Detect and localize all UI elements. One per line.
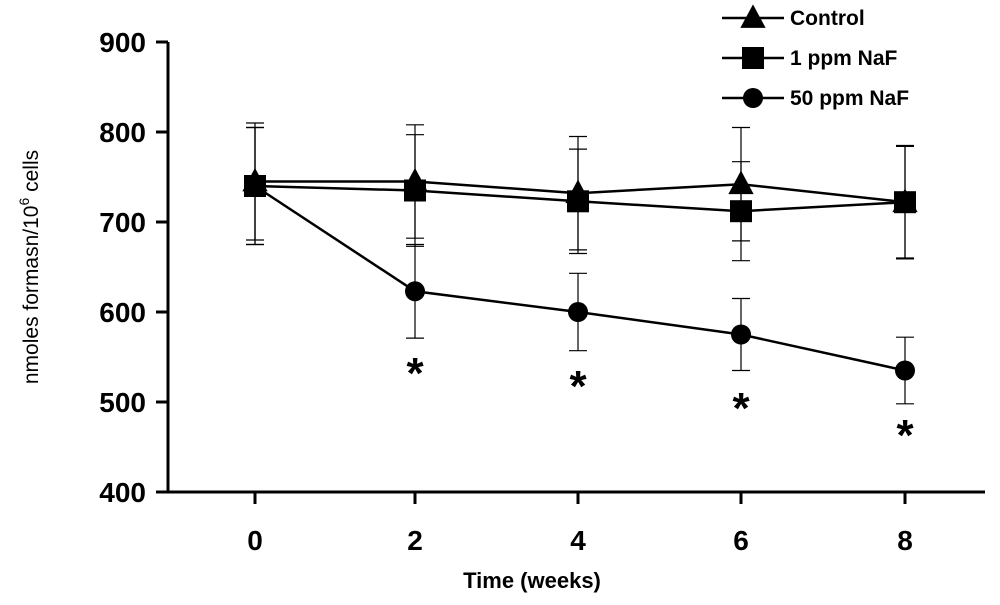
data-point-50-ppm-naf <box>731 324 751 345</box>
x-tick-label: 2 <box>407 525 423 556</box>
y-axis-title-suffix: cells <box>20 150 43 198</box>
legend-marker-50-ppm-naf <box>743 88 763 108</box>
y-axis-title: nmoles formasn/106 cells <box>16 150 43 384</box>
data-point-50-ppm-naf <box>405 281 425 302</box>
y-tick-label: 900 <box>99 27 146 58</box>
data-point-50-ppm-naf <box>568 302 588 322</box>
data-point-50-ppm-naf <box>245 176 265 196</box>
significance-asterisk: * <box>896 411 914 460</box>
x-tick-label: 0 <box>247 525 263 556</box>
data-point-1-ppm-naf <box>894 191 916 214</box>
data-point-1-ppm-naf <box>404 179 426 202</box>
legend-marker-1-ppm-naf <box>742 47 764 69</box>
series-line-50-ppm-naf <box>254 184 906 372</box>
significance-asterisk: * <box>569 362 587 411</box>
legend-label-50-ppm-naf: 50 ppm NaF <box>790 87 909 110</box>
x-axis-title: Time (weeks) <box>463 568 601 593</box>
data-point-50-ppm-naf <box>895 360 915 381</box>
significance-group: * * * * <box>406 349 914 460</box>
data-point-1-ppm-naf <box>567 190 589 213</box>
data-markers-group <box>242 167 918 381</box>
y-tick-label: 600 <box>99 297 146 328</box>
x-tick-label: 4 <box>570 525 586 556</box>
data-point-1-ppm-naf <box>730 200 752 223</box>
y-tick-label: 700 <box>99 207 146 238</box>
significance-asterisk: * <box>406 349 424 398</box>
axes-group: 400 500 600 700 800 900 0 2 4 6 8 <box>99 27 985 556</box>
y-tick-label: 500 <box>99 387 146 418</box>
y-axis-title-main: nmoles formasn/10 <box>20 206 43 385</box>
y-tick-label: 800 <box>99 117 146 148</box>
legend-marker-control <box>740 4 766 28</box>
significance-asterisk: * <box>732 384 750 433</box>
y-tick-label: 400 <box>99 477 146 508</box>
y-axis-title-superscript: 6 <box>16 198 32 206</box>
x-tick-label: 6 <box>733 525 749 556</box>
data-point-control <box>728 170 754 195</box>
x-tick-label: 8 <box>897 525 913 556</box>
legend-label-control: Control <box>790 7 865 30</box>
legend-label-1-ppm-naf: 1 ppm NaF <box>790 47 898 70</box>
legend: Control 1 ppm NaF 50 ppm NaF <box>722 4 909 110</box>
